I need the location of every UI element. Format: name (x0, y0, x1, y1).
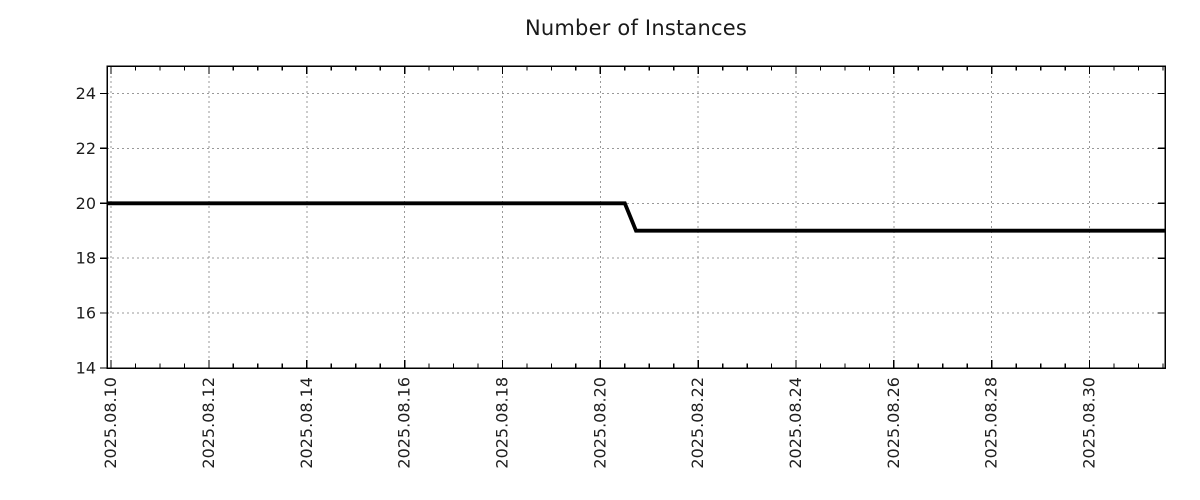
y-tick-label: 24 (76, 84, 96, 103)
x-tick-label: 2025.08.30 (1080, 377, 1099, 469)
x-tick-label: 2025.08.24 (786, 377, 805, 469)
x-tick-label: 2025.08.22 (688, 377, 707, 469)
plot-border (106, 65, 1166, 369)
y-tick-label: 18 (76, 249, 96, 268)
x-tick-label: 2025.08.18 (492, 377, 511, 469)
y-tick-label: 16 (76, 304, 96, 323)
y-tick-label: 20 (76, 194, 96, 213)
series-line-instances (107, 201, 1165, 233)
x-tick-label: 2025.08.20 (590, 377, 609, 469)
x-tick-label: 2025.08.12 (199, 377, 218, 469)
x-tick-label: 2025.08.16 (395, 377, 414, 469)
x-tick-label: 2025.08.28 (982, 377, 1001, 469)
x-tick-label: 2025.08.10 (101, 377, 120, 469)
y-tick-label: 14 (76, 359, 96, 378)
chart-title: Number of Instances (524, 16, 747, 40)
x-tick-label: 2025.08.14 (297, 377, 316, 469)
y-tick-label: 22 (76, 139, 96, 158)
x-tick-label: 2025.08.26 (884, 377, 903, 469)
